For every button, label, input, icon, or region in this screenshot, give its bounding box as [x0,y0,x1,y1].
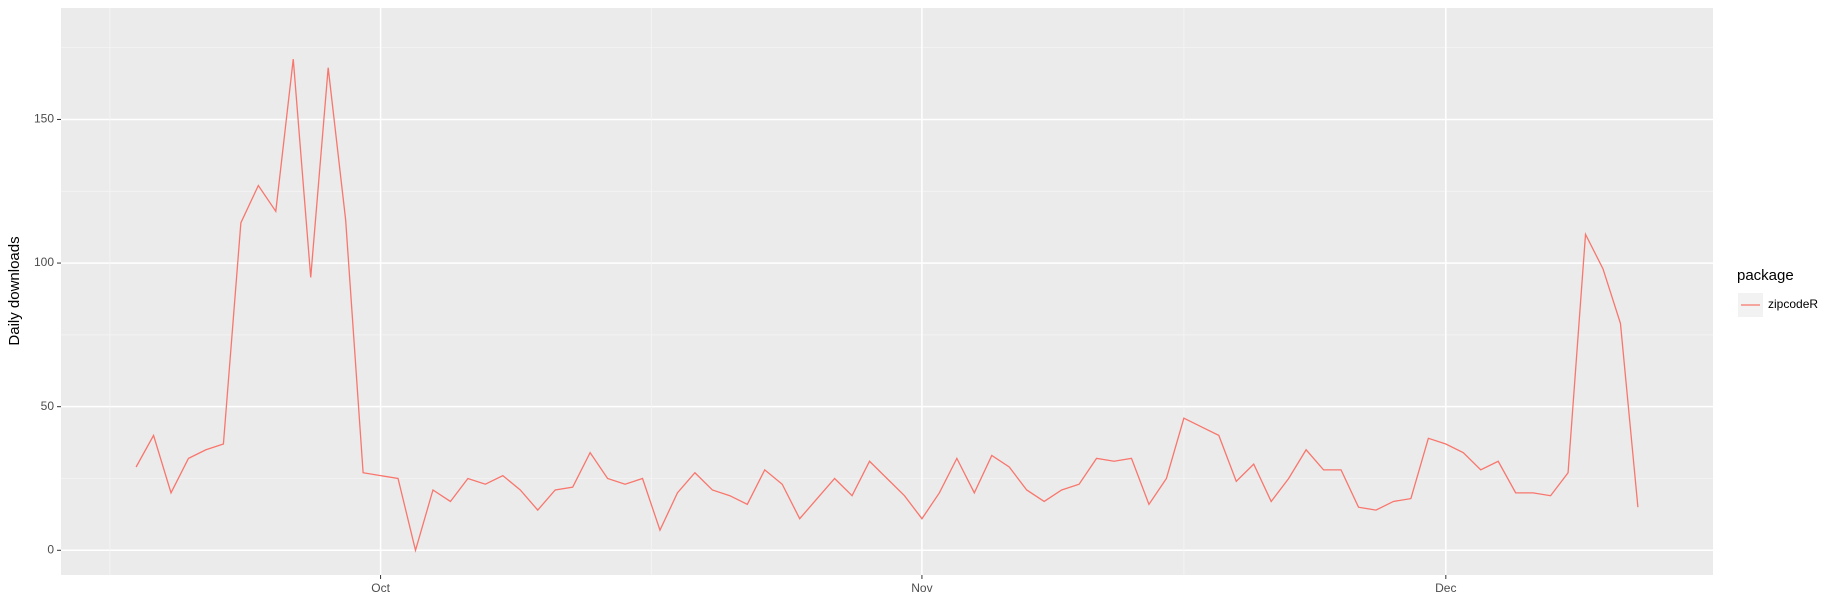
y-axis-title: Daily downloads [6,236,23,345]
x-tick-label: Dec [1435,581,1456,595]
y-tick-label: 100 [34,255,54,269]
legend-title: package [1737,267,1794,284]
legend-label: zipcodeR [1768,297,1818,311]
data-line [135,59,1639,553]
x-tick-label: Nov [911,581,932,595]
y-tick-label: 0 [47,542,54,556]
x-tick-label: Oct [371,581,390,595]
panel-background [61,8,1713,575]
y-tick-label: 150 [34,112,54,126]
y-tick-label: 50 [41,399,55,413]
